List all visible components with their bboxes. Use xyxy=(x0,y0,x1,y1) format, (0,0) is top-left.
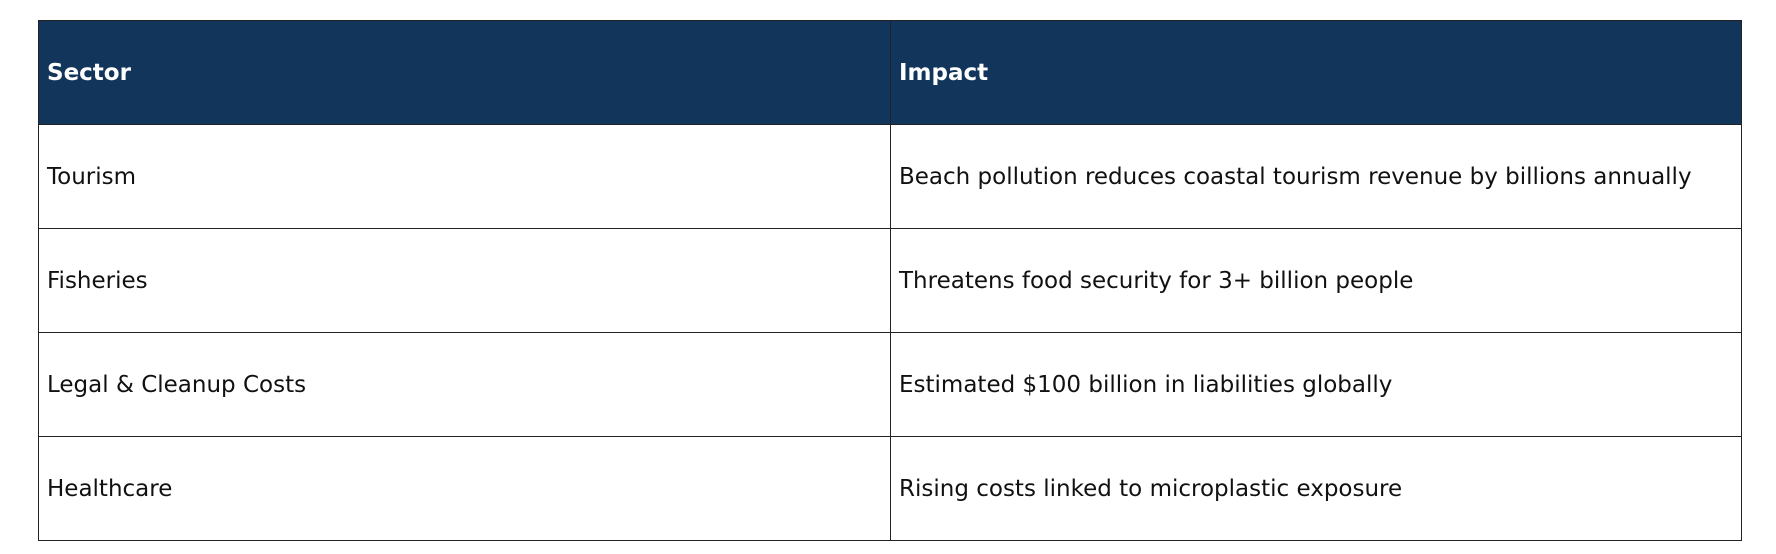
column-header-impact: Impact xyxy=(890,20,1742,125)
impact-cell: Beach pollution reduces coastal tourism … xyxy=(890,124,1742,229)
table-row: Tourism Beach pollution reduces coastal … xyxy=(38,124,1742,229)
sector-cell: Legal & Cleanup Costs xyxy=(38,332,891,437)
column-header-sector: Sector xyxy=(38,20,891,125)
impact-cell: Threatens food security for 3+ billion p… xyxy=(890,228,1742,333)
sector-cell: Tourism xyxy=(38,124,891,229)
table-row: Legal & Cleanup Costs Estimated $100 bil… xyxy=(38,332,1742,437)
economic-impact-table: Sector Impact Tourism Beach pollution re… xyxy=(38,20,1742,541)
impact-cell: Rising costs linked to microplastic expo… xyxy=(890,436,1742,541)
sector-cell: Fisheries xyxy=(38,228,891,333)
impact-cell: Estimated $100 billion in liabilities gl… xyxy=(890,332,1742,437)
table-row: Fisheries Threatens food security for 3+… xyxy=(38,228,1742,333)
table-row: Healthcare Rising costs linked to microp… xyxy=(38,436,1742,541)
sector-cell: Healthcare xyxy=(38,436,891,541)
table-header-row: Sector Impact xyxy=(38,20,1742,125)
